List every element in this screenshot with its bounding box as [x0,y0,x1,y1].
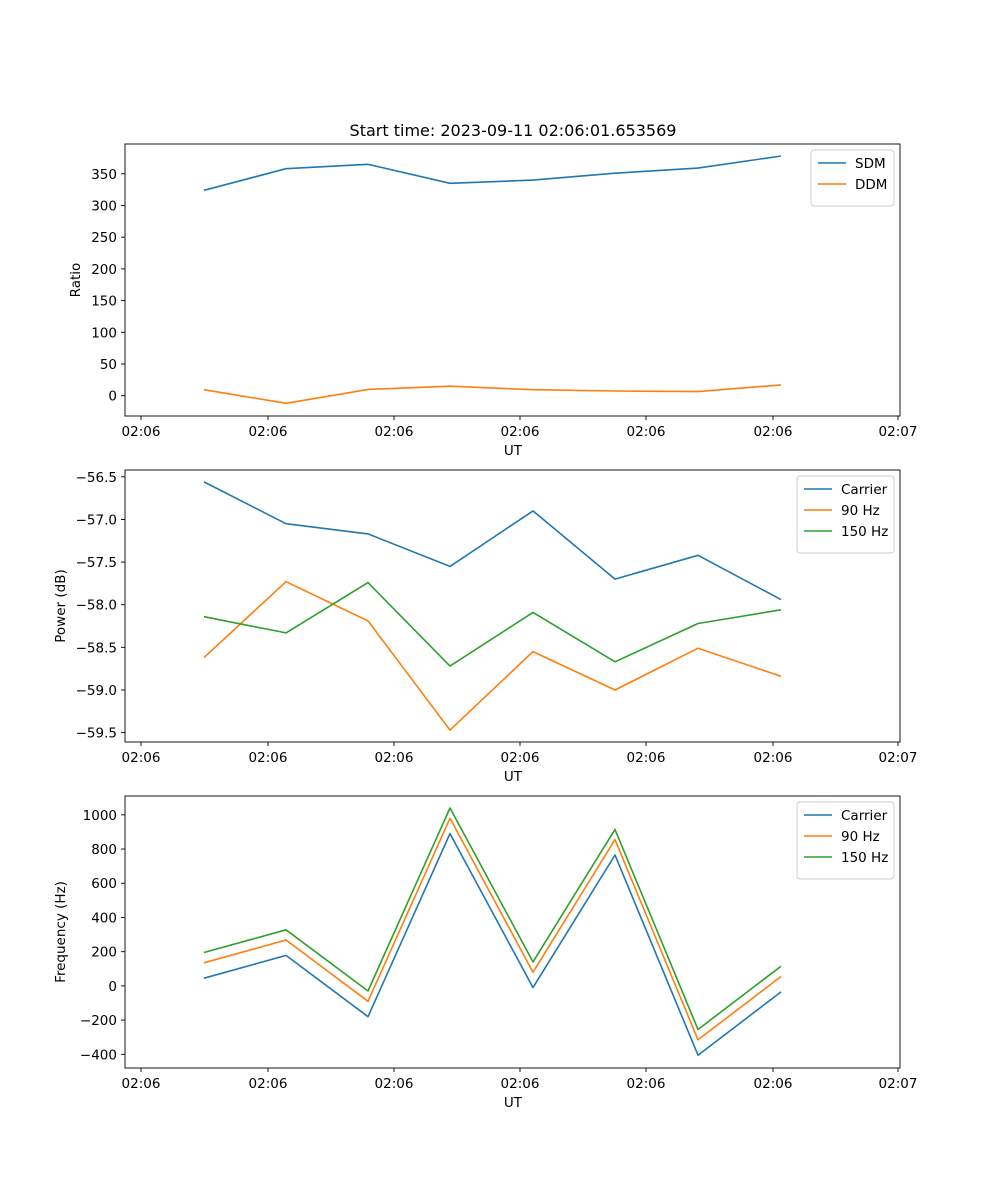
x-tick-label: 02:06 [627,1076,666,1092]
series-line-150-hz [203,581,782,667]
series-line-90-hz [203,580,782,731]
y-axis-label: Power (dB) [53,569,69,642]
y-axis-label: Frequency (Hz) [53,881,69,983]
series-line-carrier [203,481,782,601]
axes-frame [124,795,901,1069]
legend-label: 90 Hz [841,829,880,845]
chart-panel-1: 02:06 02:06 02:06 02:06 02:06 02:06 02:07 0 50 10… [68,143,918,459]
axes-frame [124,143,901,417]
y-axis-label: Ratio [68,263,84,298]
legend-label: SDM [855,156,886,172]
x-tick-label: 02:06 [627,424,666,440]
y-tick-label: −58.5 [76,640,117,656]
legend-label: Carrier [841,808,888,824]
x-tick-label: 02:07 [879,750,918,766]
x-tick-label: 02:07 [879,1076,918,1092]
x-tick-label: 02:06 [375,424,414,440]
x-tick-label: 02:06 [754,750,793,766]
y-tick-label: −200 [80,1013,117,1029]
x-tick-label: 02:06 [249,1076,288,1092]
y-tick-label: −59.5 [76,726,117,742]
x-tick-label: 02:06 [122,750,161,766]
y-tick-label: −56.5 [76,470,117,486]
x-axis-label: UT [504,1095,523,1111]
legend-label: DDM [855,177,887,193]
y-tick-label: 100 [91,325,117,341]
legend-label: Carrier [841,482,888,498]
x-axis-label: UT [504,443,523,459]
x-tick-label: 02:06 [501,750,540,766]
x-tick-label: 02:06 [249,424,288,440]
y-tick-label: 200 [91,945,117,961]
y-tick-label: 200 [91,262,117,278]
x-tick-label: 02:06 [122,424,161,440]
chart-panel-2: 02:06 02:06 02:06 02:06 02:06 02:06 02:07 −59.5… [53,469,918,785]
y-tick-label: 0 [108,979,117,995]
y-tick-label: 350 [91,167,117,183]
legend [796,801,895,880]
x-tick-label: 02:07 [879,424,918,440]
y-tick-label: 300 [91,199,117,215]
y-tick-label: −400 [80,1047,117,1063]
x-tick-label: 02:06 [122,1076,161,1092]
legend-label: 150 Hz [841,850,888,866]
series-line-sdm [203,155,782,192]
series-line-150-hz [203,807,782,1031]
x-tick-label: 02:06 [754,424,793,440]
y-tick-label: −57.5 [76,555,117,571]
chart-panel-3: 02:06 02:06 02:06 02:06 02:06 02:06 02:07 −400 −… [53,795,918,1111]
x-tick-label: 02:06 [501,424,540,440]
y-tick-label: 0 [108,389,117,405]
y-tick-label: 150 [91,294,117,310]
x-tick-label: 02:06 [754,1076,793,1092]
y-tick-label: −59.0 [76,683,117,699]
x-tick-label: 02:06 [501,1076,540,1092]
legend [796,475,895,554]
series-line-carrier [203,832,782,1056]
figure-title: Start time: 2023-09-11 02:06:01.653569 [350,121,677,140]
series-line-ddm [203,384,782,405]
y-tick-label: 600 [91,876,117,892]
y-tick-label: −58.0 [76,598,117,614]
legend [810,149,895,207]
y-tick-label: −57.0 [76,512,117,528]
y-tick-label: 50 [100,357,117,373]
series-line-90-hz [203,817,782,1041]
axes-frame [124,469,901,743]
y-tick-label: 400 [91,910,117,926]
x-tick-label: 02:06 [627,750,666,766]
x-tick-label: 02:06 [375,1076,414,1092]
x-tick-label: 02:06 [375,750,414,766]
y-tick-label: 1000 [83,808,117,824]
legend-label: 90 Hz [841,503,880,519]
legend-label: 150 Hz [841,524,888,540]
x-axis-label: UT [504,769,523,785]
y-tick-label: 250 [91,230,117,246]
y-tick-label: 800 [91,842,117,858]
x-tick-label: 02:06 [249,750,288,766]
